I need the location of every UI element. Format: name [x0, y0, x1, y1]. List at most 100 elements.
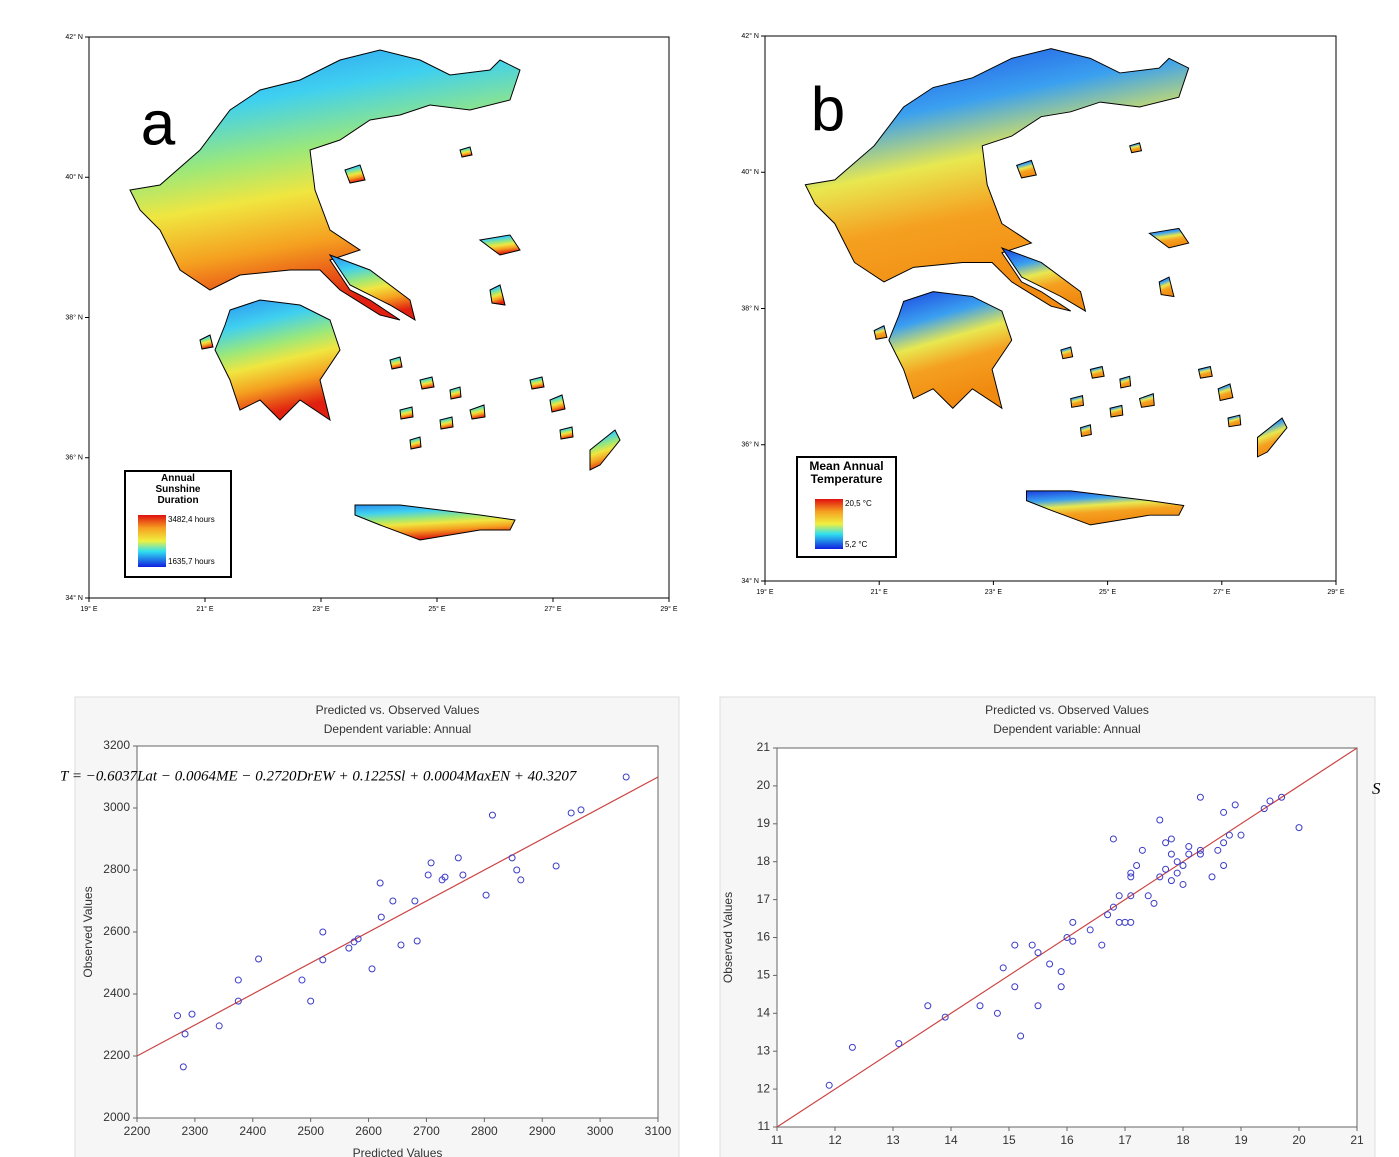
lon-tick-label: 23° E: [312, 605, 330, 613]
point: [1185, 843, 1193, 851]
point: [319, 928, 327, 936]
x-tick-label: 12: [828, 1133, 842, 1147]
point: [1115, 892, 1123, 900]
x-tick-label: 2200: [124, 1124, 151, 1138]
point: [389, 897, 397, 905]
point: [1231, 801, 1239, 809]
point: [1196, 850, 1204, 858]
y-tick-label: 2200: [103, 1048, 130, 1062]
point: [215, 1022, 223, 1030]
chart-subtitle: Dependent variable: Annual: [993, 722, 1140, 736]
x-tick-label: 2900: [529, 1124, 556, 1138]
point: [1138, 846, 1146, 854]
point: [1220, 861, 1228, 869]
point: [1225, 831, 1233, 839]
legend-colorbar: [815, 499, 843, 549]
y-axis-label: Observed Values: [721, 892, 735, 983]
plot-area: [136, 745, 659, 1119]
x-tick-label: 2500: [297, 1124, 324, 1138]
point: [999, 964, 1007, 972]
x-tick-label: 3000: [587, 1124, 614, 1138]
point: [1220, 839, 1228, 847]
point: [1162, 865, 1170, 873]
point: [513, 866, 521, 874]
lon-tick-label: 25° E: [1099, 588, 1117, 596]
lon-tick-label: 21° E: [196, 605, 214, 613]
point: [1278, 793, 1286, 801]
y-tick-label: 12: [757, 1081, 771, 1095]
lon-tick-label: 27° E: [1213, 588, 1231, 596]
panel-label: b: [811, 75, 845, 144]
point: [1167, 850, 1175, 858]
y-tick-label: 2600: [103, 924, 130, 938]
x-tick-label: 15: [1002, 1133, 1016, 1147]
point: [1098, 941, 1106, 949]
annotation: S: [1372, 779, 1381, 798]
y-tick-label: 2800: [103, 862, 130, 876]
point: [1173, 869, 1181, 877]
lon-tick-label: 23° E: [985, 588, 1003, 596]
y-tick-label: 20: [757, 778, 771, 792]
point: [1057, 983, 1065, 991]
point: [1063, 934, 1071, 941]
legend-title-box: Mean Annual Temperature: [809, 460, 883, 486]
point: [1086, 926, 1094, 934]
point: [377, 913, 385, 921]
point: [368, 965, 376, 973]
x-tick-label: 2300: [182, 1124, 209, 1138]
point: [567, 809, 575, 817]
point: [825, 1081, 833, 1089]
point: [1034, 1002, 1042, 1010]
point: [1127, 873, 1135, 881]
y-tick-label: 11: [758, 1119, 771, 1133]
point: [1150, 899, 1158, 907]
legend-colorbar: [138, 515, 166, 567]
lon-tick-label: 19° E: [756, 588, 774, 596]
lat-tick-label: 36° N: [741, 441, 759, 449]
y-tick-label: 3000: [103, 800, 130, 814]
point: [1185, 850, 1193, 858]
map-a: a Annual Sunshine Duration 3482,4 hours …: [88, 36, 670, 599]
point: [1046, 960, 1054, 968]
point: [181, 1030, 189, 1038]
point: [1260, 805, 1268, 813]
point: [552, 862, 560, 870]
point: [1144, 892, 1152, 900]
legend-min: 5,2 °C: [845, 540, 868, 549]
point: [508, 854, 516, 862]
point: [488, 811, 496, 819]
scatter-chart: Predicted vs. Observed Values Dependent v…: [74, 696, 680, 1157]
legend-min: 1635,7 hours: [168, 557, 215, 566]
point: [1057, 968, 1065, 976]
y-tick-label: 2000: [103, 1110, 130, 1124]
point: [1104, 911, 1112, 919]
lat-tick-label: 38° N: [65, 313, 83, 321]
y-tick-label: 2400: [103, 986, 130, 1000]
point: [441, 873, 449, 881]
point: [1017, 1032, 1025, 1040]
y-axis-label: Observed Values: [81, 886, 95, 977]
point: [1208, 873, 1216, 881]
x-tick-label: 13: [886, 1133, 900, 1147]
legend-max: 20,5 °C: [845, 499, 872, 508]
point: [1196, 846, 1204, 854]
lon-tick-label: 21° E: [871, 588, 889, 596]
legend-title: Annual Sunshine Duration: [155, 473, 201, 506]
lon-tick-label: 27° E: [544, 605, 562, 613]
lon-tick-label: 29° E: [660, 605, 678, 613]
lon-tick-label: 25° E: [428, 605, 446, 613]
x-tick-label: 14: [944, 1133, 958, 1147]
y-tick-label: 3200: [103, 738, 130, 752]
point: [1179, 880, 1187, 888]
point: [924, 1002, 932, 1010]
point: [427, 859, 435, 867]
point: [1266, 797, 1274, 805]
lat-tick-label: 40° N: [65, 173, 83, 181]
x-tick-label: 17: [1118, 1133, 1132, 1147]
y-tick-label: 15: [757, 968, 771, 982]
point: [976, 1002, 984, 1010]
point: [1162, 839, 1170, 847]
point: [1011, 941, 1019, 949]
